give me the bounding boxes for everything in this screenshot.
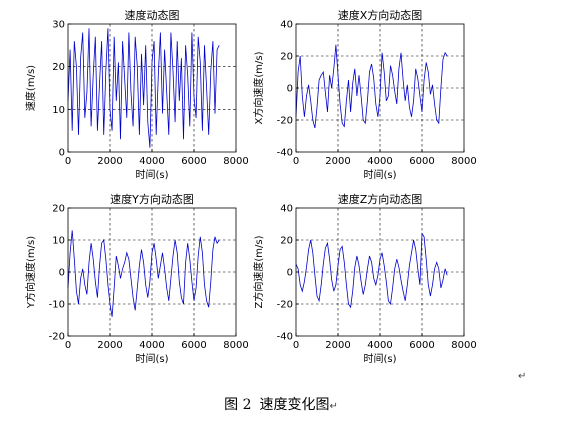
series-line bbox=[67, 28, 220, 148]
y-tick-label: -40 bbox=[277, 148, 293, 159]
y-tick-label: 20 bbox=[52, 204, 65, 215]
x-tick-label: 8000 bbox=[223, 340, 248, 351]
x-tick-label: 8000 bbox=[451, 156, 476, 167]
y-tick-label: -20 bbox=[277, 116, 293, 127]
y-tick-label: 20 bbox=[280, 236, 293, 247]
x-tick-label: 2000 bbox=[325, 340, 350, 351]
x-tick-label: 0 bbox=[65, 156, 71, 167]
y-axis-label: Y方向速度(m/s) bbox=[24, 236, 37, 309]
y-tick-label: 10 bbox=[52, 236, 65, 247]
caption-text: 速度变化图 bbox=[259, 397, 330, 413]
figure-caption: 图 2 速度变化图↵ bbox=[0, 394, 562, 414]
paragraph-return-mark: ↵ bbox=[518, 371, 527, 382]
y-axis-label: Z方向速度(m/s) bbox=[252, 235, 265, 308]
y-tick-label: -20 bbox=[277, 300, 293, 311]
y-axis-label: X方向速度(m/s) bbox=[252, 51, 265, 124]
x-tick-label: 6000 bbox=[181, 340, 206, 351]
y-tick-label: -40 bbox=[277, 332, 293, 343]
series-line bbox=[67, 230, 220, 317]
x-tick-label: 6000 bbox=[409, 156, 434, 167]
x-axis-label: 时间(s) bbox=[363, 168, 396, 181]
caption-return-mark: ↵ bbox=[329, 401, 338, 412]
x-axis-label: 时间(s) bbox=[135, 352, 168, 365]
y-tick-label: 20 bbox=[52, 62, 65, 73]
x-tick-label: 8000 bbox=[451, 340, 476, 351]
y-tick-label: 0 bbox=[287, 268, 293, 279]
x-axis-label: 时间(s) bbox=[363, 352, 396, 365]
caption-number: 图 2 bbox=[224, 397, 252, 413]
y-tick-label: 40 bbox=[280, 20, 293, 31]
y-tick-label: -10 bbox=[49, 300, 65, 311]
chart-speed-y: 0 2000 4000 6000 8000 -20 -10 0 10 20 速度Y方向动态图时间(s… bbox=[24, 192, 249, 365]
x-tick-label: 0 bbox=[65, 340, 71, 351]
x-tick-label: 0 bbox=[293, 340, 299, 351]
chart-title: 速度X方向动态图 bbox=[338, 8, 423, 22]
y-tick-label: 10 bbox=[52, 105, 65, 116]
x-tick-label: 4000 bbox=[367, 156, 392, 167]
chart-speed-x: 0 2000 4000 6000 8000 -40 -20 0 20 40 速度X方向动态图时间(s… bbox=[252, 8, 477, 181]
x-tick-label: 2000 bbox=[97, 156, 122, 167]
x-tick-label: 4000 bbox=[139, 156, 164, 167]
x-tick-label: 6000 bbox=[409, 340, 434, 351]
x-tick-label: 2000 bbox=[325, 156, 350, 167]
x-tick-label: 0 bbox=[293, 156, 299, 167]
plot-frame bbox=[67, 23, 237, 153]
y-tick-label: -20 bbox=[49, 332, 65, 343]
x-tick-label: 4000 bbox=[139, 340, 164, 351]
x-tick-label: 2000 bbox=[97, 340, 122, 351]
series-line bbox=[295, 232, 448, 309]
x-axis-label: 时间(s) bbox=[135, 168, 168, 181]
x-tick-label: 4000 bbox=[367, 340, 392, 351]
x-tick-label: 6000 bbox=[181, 156, 206, 167]
series-line bbox=[295, 44, 448, 129]
y-axis-label: 速度(m/s) bbox=[24, 65, 37, 111]
y-tick-label: 30 bbox=[52, 20, 65, 31]
x-tick-label: 8000 bbox=[223, 156, 248, 167]
y-tick-label: 0 bbox=[287, 84, 293, 95]
y-tick-label: 20 bbox=[280, 52, 293, 63]
y-tick-label: 0 bbox=[59, 268, 65, 279]
chart-title: 速度Y方向动态图 bbox=[110, 192, 194, 206]
y-tick-label: 0 bbox=[59, 148, 65, 159]
chart-speed-z: 0 2000 4000 6000 8000 -40 -20 0 20 40 速度Z方向动态图时间(s… bbox=[252, 192, 477, 365]
y-tick-label: 40 bbox=[280, 204, 293, 215]
chart-title: 速度动态图 bbox=[125, 8, 180, 22]
chart-title: 速度Z方向动态图 bbox=[338, 192, 423, 206]
